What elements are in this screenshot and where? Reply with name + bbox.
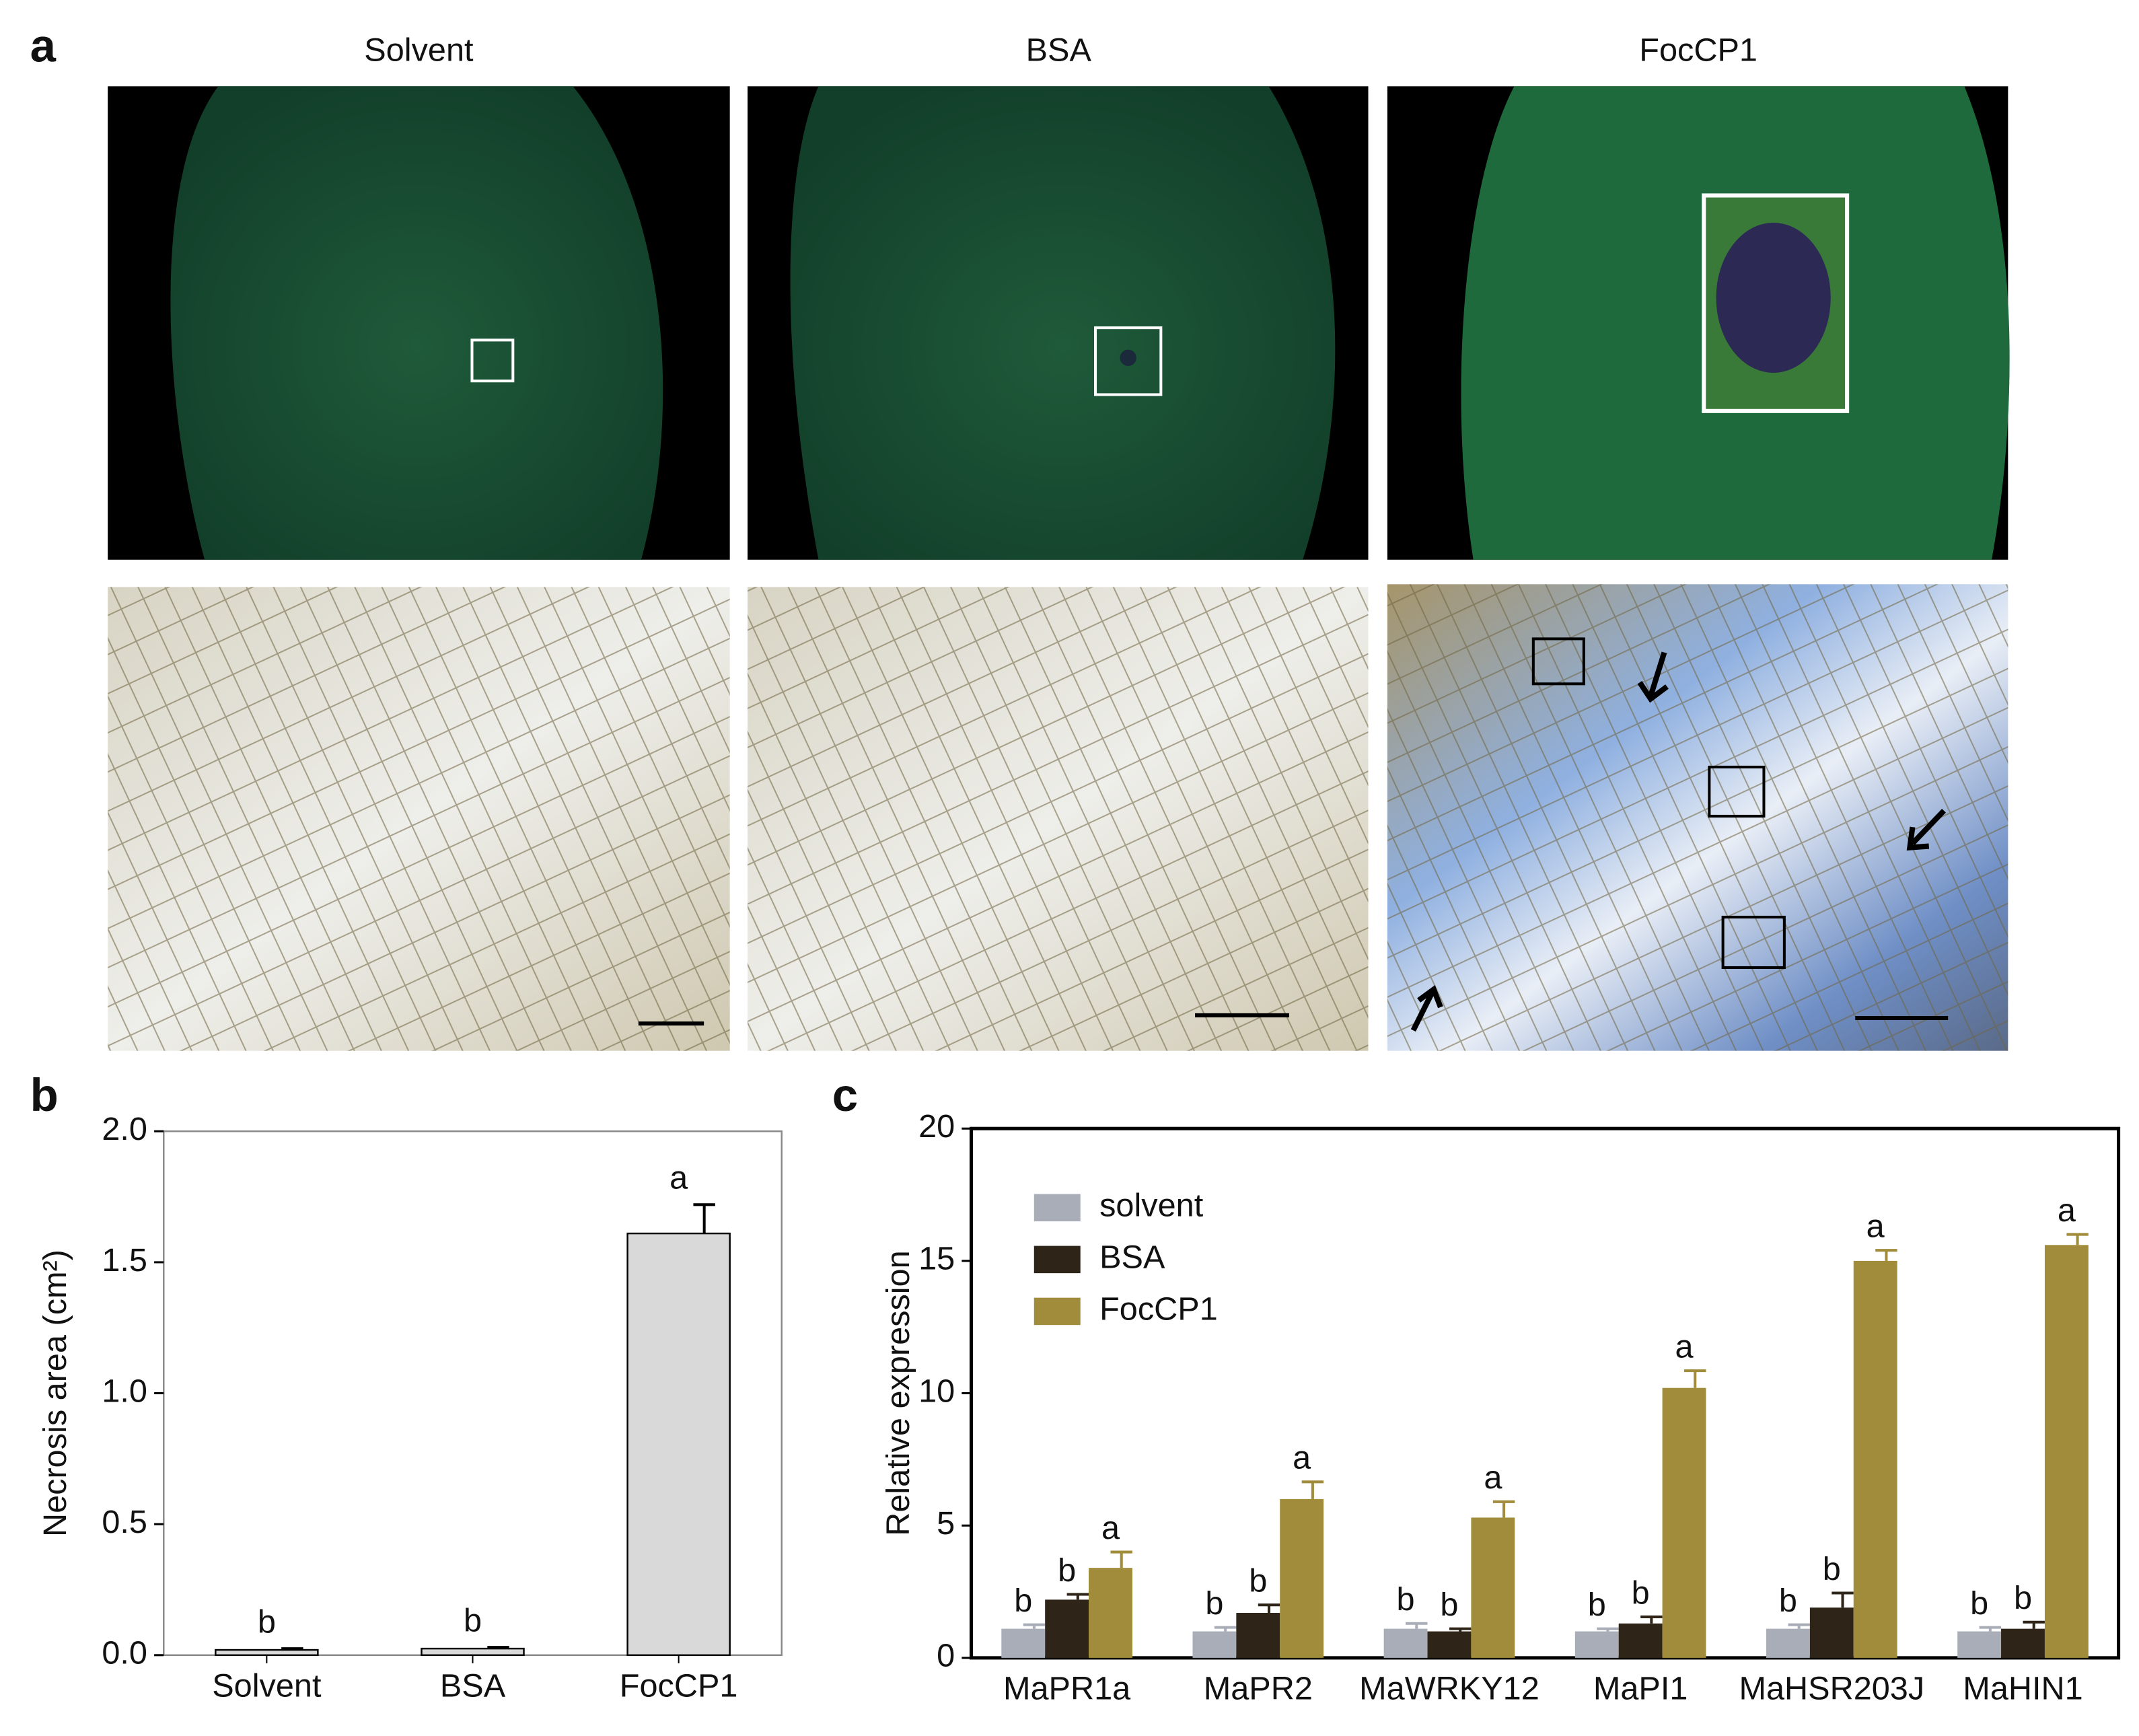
bar <box>421 1647 525 1657</box>
bar <box>1766 1628 1810 1658</box>
x-tick-label: MaHSR203J <box>1739 1670 1924 1706</box>
bar <box>1427 1631 1472 1658</box>
significance-label: b <box>1205 1585 1223 1622</box>
bar <box>1045 1599 1089 1658</box>
bar <box>215 1649 319 1657</box>
significance-label: b <box>1440 1587 1458 1623</box>
x-tick-label: BSA <box>440 1667 506 1704</box>
y-tick-label: 1.5 <box>102 1242 147 1278</box>
x-tick-label: MaWRKY12 <box>1359 1670 1539 1706</box>
significance-label: a <box>1101 1510 1120 1546</box>
significance-label: a <box>669 1160 688 1196</box>
significance-label: b <box>1632 1575 1650 1611</box>
x-tick-label: FocCP1 <box>620 1667 738 1704</box>
x-tick-label: MaPR1a <box>1003 1670 1131 1706</box>
column-title: Solvent <box>364 32 474 68</box>
column-title: BSA <box>1026 32 1092 68</box>
panel-label: b <box>30 1069 59 1121</box>
legend-label: FocCP1 <box>1099 1291 1218 1328</box>
bar <box>1957 1631 2002 1658</box>
y-tick-label: 0 <box>937 1638 955 1674</box>
y-tick-label: 0.0 <box>102 1635 147 1671</box>
panel-label: a <box>30 20 57 72</box>
micro-photos <box>108 584 2008 1051</box>
significance-label: b <box>1588 1587 1606 1623</box>
significance-label: b <box>258 1603 276 1640</box>
legend-label: solvent <box>1099 1188 1204 1224</box>
x-tick-label: MaPR2 <box>1204 1670 1313 1706</box>
x-tick-label: MaPI1 <box>1593 1670 1688 1706</box>
legend-swatch <box>1034 1245 1081 1274</box>
bar <box>626 1232 731 1657</box>
bar <box>1236 1613 1280 1658</box>
significance-label: b <box>464 1602 482 1638</box>
significance-label: b <box>1823 1551 1841 1587</box>
legend-swatch <box>1034 1297 1081 1326</box>
panel-label: c <box>832 1069 858 1121</box>
y-tick-label: 10 <box>918 1373 955 1409</box>
significance-label: b <box>1058 1552 1076 1589</box>
y-axis-label: Necrosis area (cm²) <box>37 1250 73 1537</box>
significance-label: b <box>1249 1563 1267 1599</box>
y-tick-label: 0.5 <box>102 1504 147 1540</box>
significance-label: a <box>1484 1459 1502 1496</box>
bar <box>2001 1628 2045 1658</box>
bar <box>1574 1631 1619 1658</box>
bar <box>1471 1517 1515 1658</box>
y-tick-label: 1.0 <box>102 1373 147 1409</box>
bar <box>1662 1387 1706 1658</box>
significance-label: b <box>1397 1581 1415 1618</box>
significance-label: b <box>1014 1583 1032 1619</box>
bar <box>1192 1631 1237 1658</box>
y-tick-label: 5 <box>937 1505 955 1542</box>
x-tick-label: MaHIN1 <box>1963 1670 2082 1706</box>
bar <box>1280 1498 1324 1658</box>
bar <box>1089 1568 1132 1658</box>
bar <box>2044 1245 2089 1658</box>
legend-swatch <box>1034 1194 1081 1222</box>
legend-label: BSA <box>1099 1239 1165 1276</box>
bar <box>1001 1628 1046 1658</box>
bar <box>1383 1628 1428 1658</box>
column-title: FocCP1 <box>1639 32 1757 68</box>
bar <box>1853 1260 1897 1658</box>
x-tick-label: Solvent <box>212 1667 322 1704</box>
significance-label: a <box>2058 1192 2076 1229</box>
bar <box>1618 1623 1663 1658</box>
y-tick-label: 20 <box>918 1108 955 1145</box>
significance-label: a <box>1675 1329 1694 1365</box>
y-tick-label: 15 <box>918 1241 955 1277</box>
significance-label: b <box>1970 1585 1988 1622</box>
significance-label: b <box>2014 1580 2032 1616</box>
y-axis-label: Relative expression <box>880 1250 916 1535</box>
bar <box>1809 1607 1854 1658</box>
significance-label: a <box>1866 1208 1885 1245</box>
significance-label: a <box>1293 1440 1311 1476</box>
leaf-photos <box>108 86 2010 560</box>
y-tick-label: 2.0 <box>102 1111 147 1147</box>
significance-label: b <box>1779 1583 1797 1619</box>
